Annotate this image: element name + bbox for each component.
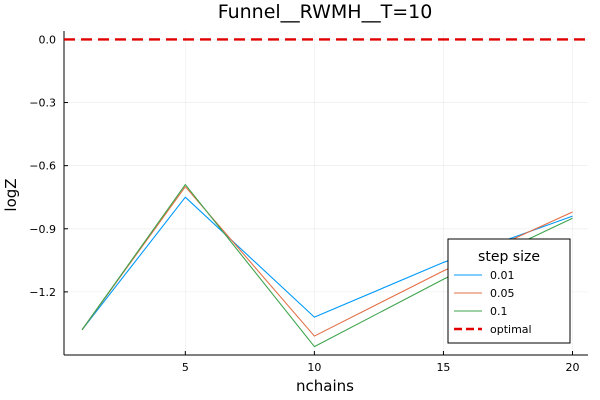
y-tick-label: −0.3 — [29, 97, 56, 110]
legend: step size 0.01 0.05 0.1 optimal — [447, 238, 571, 344]
x-tick-label: 20 — [566, 361, 580, 374]
y-tick-label: −0.6 — [29, 160, 56, 173]
y-tick-label: −1.2 — [29, 286, 56, 299]
legend-label: 0.1 — [490, 305, 508, 318]
legend-box — [447, 238, 571, 344]
x-axis-title: nchains — [296, 377, 354, 395]
x-tick-label: 15 — [436, 361, 450, 374]
x-tick-label: 10 — [307, 361, 321, 374]
legend-label: optimal — [490, 323, 532, 336]
axes: 5 10 15 20 0.0 −0.3 −0.6 −0.9 −1.2 — [29, 31, 588, 374]
legend-label: 0.05 — [490, 287, 515, 300]
y-tick-label: −0.9 — [29, 223, 56, 236]
legend-label: 0.01 — [490, 269, 515, 282]
y-tick-label: 0.0 — [39, 33, 57, 46]
chart-title: Funnel__RWMH__T=10 — [218, 1, 433, 23]
x-tick-label: 5 — [182, 361, 189, 374]
y-axis-title: logZ — [2, 178, 20, 211]
legend-title: step size — [478, 249, 540, 265]
